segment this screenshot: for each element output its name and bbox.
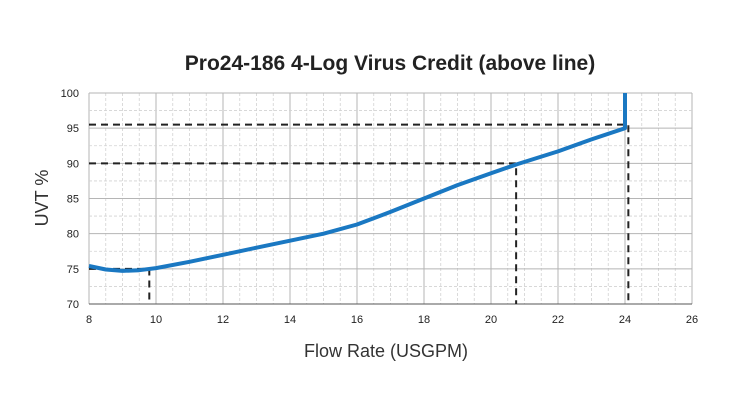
reference-line	[89, 123, 630, 304]
x-tick-label: 22	[552, 314, 564, 326]
reference-line	[89, 162, 518, 304]
x-tick-label: 14	[284, 314, 296, 326]
y-tick-label: 100	[61, 88, 79, 100]
reference-lines	[89, 123, 630, 304]
x-tick-label: 8	[86, 314, 92, 326]
grid	[88, 92, 693, 305]
x-tick-label: 18	[418, 314, 430, 326]
series-group	[88, 93, 627, 273]
tick-labels: 8 10 12 14 16 18 20 22 24 26 70 75 80 85 90 95 100	[61, 88, 698, 326]
y-tick-label: 85	[67, 194, 79, 206]
y-tick-label: 90	[67, 158, 79, 170]
x-axis-label: Flow Rate (USGPM)	[304, 341, 468, 361]
y-tick-label: 95	[67, 123, 79, 135]
y-tick-label: 75	[67, 264, 79, 276]
y-tick-label: 80	[67, 229, 79, 241]
series-line	[88, 93, 627, 273]
x-tick-label: 26	[686, 314, 698, 326]
x-tick-label: 10	[150, 314, 162, 326]
y-tick-label: 70	[67, 299, 79, 311]
x-tick-label: 16	[351, 314, 363, 326]
x-tick-label: 24	[619, 314, 631, 326]
chart-title: Pro24-186 4-Log Virus Credit (above line…	[184, 52, 596, 75]
x-tick-label: 20	[485, 314, 497, 326]
y-axis-label: UVT %	[32, 170, 52, 227]
x-tick-label: 12	[217, 314, 229, 326]
